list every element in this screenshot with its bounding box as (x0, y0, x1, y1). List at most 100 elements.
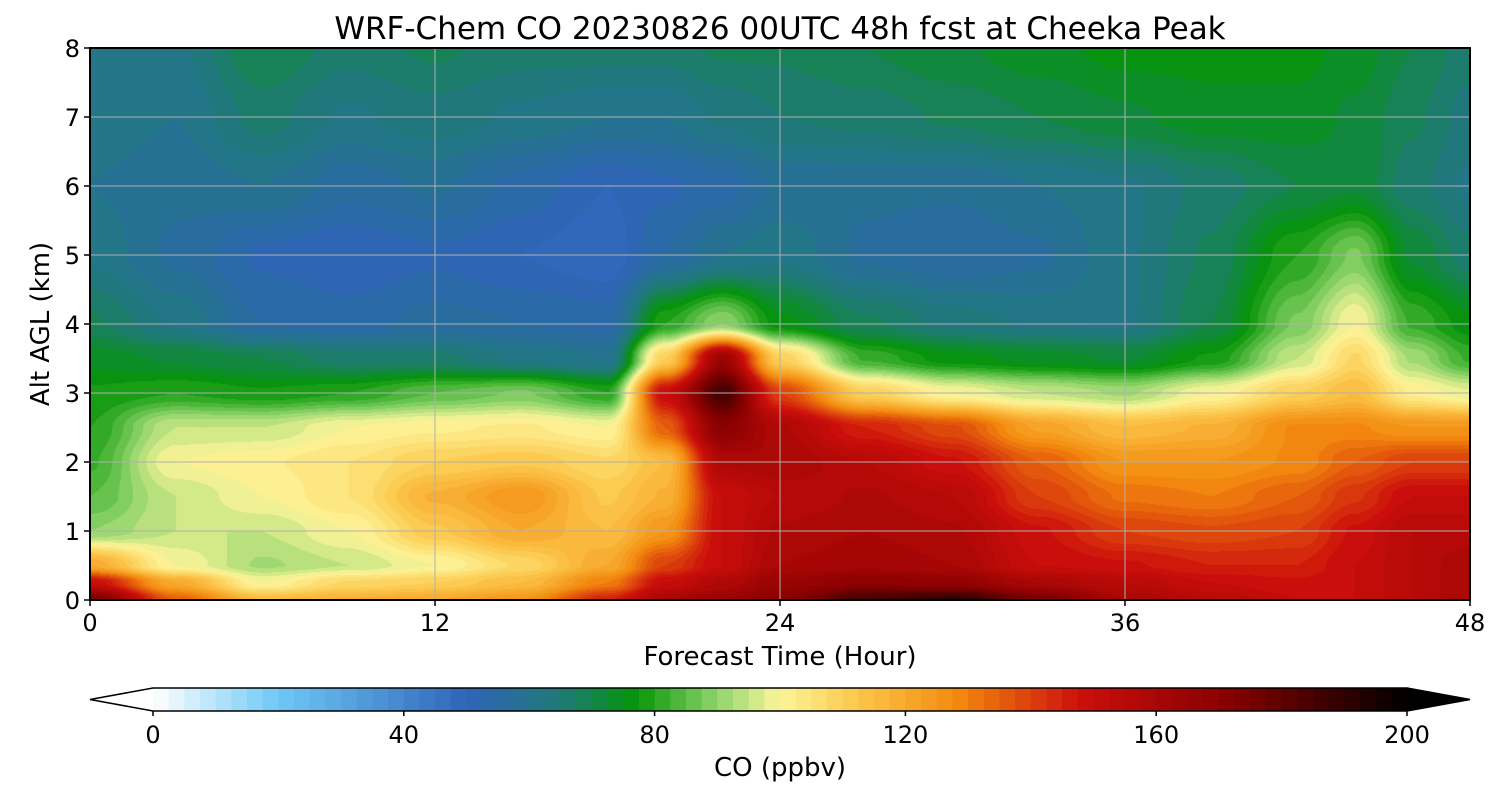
colorbar-segment (309, 688, 327, 711)
colorbar-segment (419, 688, 436, 711)
colorbar-segment (1391, 688, 1408, 711)
colorbar-segment (1328, 688, 1345, 711)
chart-title: WRF-Chem CO 20230826 00UTC 48h fcst at C… (334, 11, 1225, 47)
colorbar-tick-label: 160 (1133, 721, 1179, 749)
colorbar-segment (1124, 688, 1142, 711)
colorbar-segment (1140, 688, 1157, 711)
colorbar-segment (748, 688, 765, 711)
colorbar-segment (1312, 688, 1330, 711)
y-tick-label: 0 (65, 587, 80, 615)
colorbar-segment (591, 688, 609, 711)
colorbar-segment (278, 688, 295, 711)
colorbar-segment (1093, 688, 1110, 711)
y-tick-label: 5 (65, 242, 80, 270)
colorbar-segment (1218, 688, 1236, 711)
colorbar-extend-min (90, 688, 153, 711)
colorbar-segment (403, 688, 421, 711)
colorbar-segment (372, 688, 389, 711)
colorbar-segment (1046, 688, 1063, 711)
colorbar-segment (795, 688, 812, 711)
colorbar-segment (811, 688, 828, 711)
colorbar-segment (1062, 688, 1079, 711)
colorbar-extend-max (1407, 688, 1470, 711)
y-tick-label: 1 (65, 518, 80, 546)
y-tick-label: 7 (65, 104, 80, 132)
colorbar-segment (1375, 688, 1392, 711)
y-tick-label: 4 (65, 311, 80, 339)
colorbar-segment (732, 688, 750, 711)
colorbar-segment (1234, 688, 1251, 711)
colorbar-label: CO (ppbv) (714, 753, 846, 783)
colorbar-segment (435, 688, 452, 711)
colorbar-segment (388, 688, 405, 711)
colorbar-segment (513, 688, 530, 711)
colorbar-segment (1344, 688, 1361, 711)
colorbar-segment (200, 688, 217, 711)
colorbar: 0 40 80 120 160 200 (89, 687, 1471, 749)
colorbar-segment (184, 688, 201, 711)
colorbar-segment (356, 688, 374, 711)
colorbar-segment (842, 688, 859, 711)
x-tick-label: 48 (1455, 609, 1486, 637)
colorbar-segment (874, 688, 891, 711)
colorbar-segment (983, 688, 1001, 711)
colorbar-segment (654, 688, 671, 711)
colorbar-tick-label: 80 (639, 721, 670, 749)
colorbar-segment (1187, 688, 1204, 711)
colorbar-segment (670, 688, 687, 711)
colorbar-tick-label: 120 (882, 721, 928, 749)
colorbar-segment (858, 688, 875, 711)
colorbar-segment (1109, 688, 1126, 711)
colorbar-segment (341, 688, 358, 711)
colorbar-segment (921, 688, 938, 711)
colorbar-tick-label: 0 (145, 721, 160, 749)
colorbar-segment (1015, 688, 1032, 711)
colorbar-segment (247, 688, 264, 711)
colorbar-segment (262, 688, 279, 711)
colorbar-segment (1030, 688, 1048, 711)
colorbar-segment (889, 688, 906, 711)
colorbar-segment (560, 688, 577, 711)
x-tick-label: 24 (765, 609, 796, 637)
colorbar-segment (936, 688, 954, 711)
colorbar-segment (1203, 688, 1220, 711)
colorbar-segment (529, 688, 546, 711)
colorbar-segment (1281, 688, 1298, 711)
colorbar-segment (1359, 688, 1377, 711)
colorbar-segment (168, 688, 185, 711)
x-axis-ticks: 0 12 24 36 48 (82, 600, 1485, 637)
colorbar-segment (764, 688, 781, 711)
colorbar-segment (717, 688, 734, 711)
colorbar-segment (1250, 688, 1267, 711)
y-tick-label: 6 (65, 173, 80, 201)
colorbar-segment (905, 688, 922, 711)
y-tick-label: 3 (65, 380, 80, 408)
colorbar-tick-label: 200 (1384, 721, 1430, 749)
colorbar-segment (215, 688, 232, 711)
colorbar-segment (701, 688, 718, 711)
colorbar-segment (466, 688, 483, 711)
x-axis-label: Forecast Time (Hour) (643, 642, 916, 672)
colorbar-segment (999, 688, 1016, 711)
colorbar-tick-label: 40 (389, 721, 420, 749)
colorbar-segment (450, 688, 468, 711)
colorbar-segment (827, 688, 844, 711)
colorbar-segment (623, 688, 640, 711)
colorbar-segment (153, 688, 170, 711)
colorbar-segment (497, 688, 515, 711)
grid (90, 48, 1470, 600)
y-axis-label: Alt AGL (km) (26, 242, 56, 406)
colorbar-segment (607, 688, 624, 711)
colorbar-segment (294, 688, 311, 711)
colorbar-segment (325, 688, 342, 711)
colorbar-segment (1265, 688, 1283, 711)
colorbar-segment (638, 688, 656, 711)
y-axis-ticks: 0 1 2 3 4 5 6 7 8 (65, 35, 90, 615)
colorbar-segment (968, 688, 985, 711)
colorbar-segment (685, 688, 703, 711)
x-tick-label: 36 (1110, 609, 1141, 637)
colorbar-segment (1077, 688, 1095, 711)
y-tick-label: 8 (65, 35, 80, 63)
x-tick-label: 12 (420, 609, 451, 637)
